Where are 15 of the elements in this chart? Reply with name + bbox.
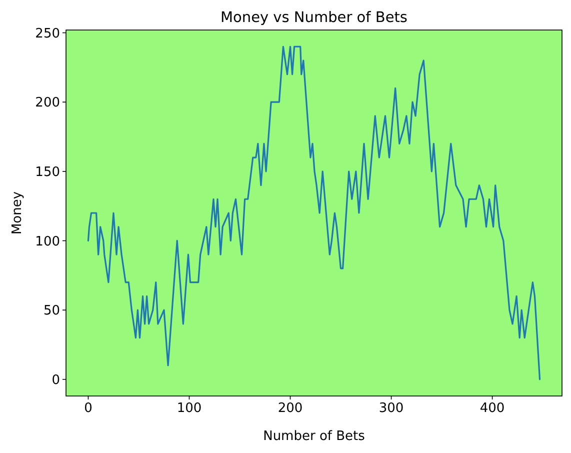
y-tick-label: 200 — [35, 96, 60, 111]
x-tick-label: 300 — [378, 401, 404, 416]
y-tick-label: 150 — [35, 164, 60, 180]
y-tick-label: 50 — [43, 304, 60, 319]
x-tick-label: 0 — [84, 401, 92, 416]
y-tick-label: 100 — [35, 234, 60, 250]
y-tick-label: 0 — [52, 372, 60, 388]
x-tick-label: 400 — [480, 401, 505, 416]
x-tick-label: 200 — [278, 401, 303, 416]
x-axis-title: Number of Bets — [263, 429, 366, 444]
chart-title: Money vs Number of Bets — [220, 10, 408, 26]
y-tick-label: 250 — [35, 26, 60, 42]
x-tick-label: 100 — [176, 401, 202, 416]
line-series — [87, 46, 541, 380]
y-axis-title: Money — [10, 191, 25, 235]
